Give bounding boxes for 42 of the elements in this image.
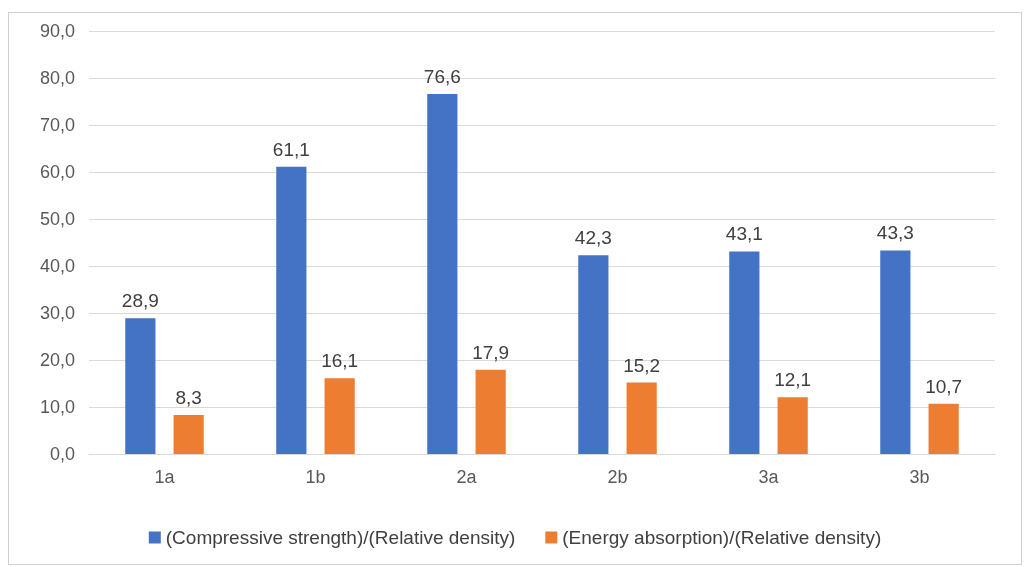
bar (880, 250, 911, 454)
y-tick-label: 20,0 (39, 350, 75, 370)
bar (427, 93, 458, 454)
y-tick-label: 50,0 (39, 209, 75, 229)
y-tick-label: 10,0 (39, 397, 75, 417)
data-label: 12,1 (774, 369, 812, 391)
x-tick-label: 1b (305, 467, 326, 487)
y-tick-label: 30,0 (39, 303, 75, 323)
x-tick-label: 1a (154, 467, 176, 487)
bar (777, 397, 808, 454)
data-label: 76,6 (423, 65, 461, 87)
y-tick-label: 80,0 (39, 68, 75, 88)
bar (125, 318, 156, 454)
x-tick-label: 2b (607, 467, 628, 487)
legend-label: (Energy absorption)/(Relative density) (562, 527, 882, 548)
data-label: 10,7 (925, 375, 963, 397)
bar (578, 255, 609, 454)
x-tick-label: 3b (909, 467, 930, 487)
y-tick-label: 0,0 (49, 444, 75, 464)
y-tick-label: 60,0 (39, 162, 75, 182)
bar (928, 403, 959, 454)
bar (276, 166, 307, 454)
x-tick-label: 3a (758, 467, 780, 487)
legend-label: (Compressive strength)/(Relative density) (165, 527, 516, 548)
bar (729, 251, 760, 454)
y-tick-label: 90,0 (39, 21, 75, 41)
data-label: 43,1 (725, 223, 763, 245)
data-label: 28,9 (121, 290, 159, 312)
data-label: 42,3 (574, 227, 612, 249)
data-label: 17,9 (472, 341, 510, 363)
data-label: 8,3 (175, 386, 202, 408)
data-label: 16,1 (321, 350, 359, 372)
x-tick-label: 2a (456, 467, 478, 487)
y-tick-label: 70,0 (39, 115, 75, 135)
data-label: 15,2 (623, 354, 661, 376)
bar (173, 414, 204, 454)
data-label: 43,3 (876, 222, 914, 244)
bar (324, 378, 355, 454)
bar (475, 369, 506, 454)
y-tick-label: 40,0 (39, 256, 75, 276)
data-label: 61,1 (272, 138, 310, 160)
bar (626, 382, 657, 454)
